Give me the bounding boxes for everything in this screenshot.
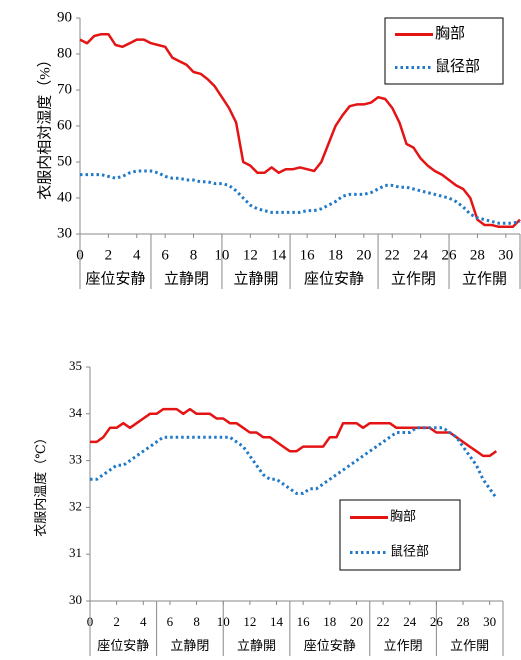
phase-label: 座位安静 <box>85 270 145 287</box>
x-tick-label: 24 <box>403 614 417 629</box>
series-line <box>90 407 498 458</box>
x-tick-label: 8 <box>193 614 200 629</box>
legend-label: 鼠径部 <box>390 543 429 558</box>
phase-label: 座位安静 <box>97 638 149 653</box>
x-tick-label: 8 <box>190 247 198 263</box>
x-tick-label: 28 <box>457 614 470 629</box>
y-tick-label: 30 <box>57 225 72 241</box>
phase-label: 座位安静 <box>304 638 356 653</box>
x-tick-label: 28 <box>470 247 485 263</box>
y-tick-label: 70 <box>57 81 72 97</box>
y-axis-label: 衣服内温度（℃） <box>33 431 48 537</box>
y-tick-label: 33 <box>69 452 82 467</box>
x-tick-label: 2 <box>105 247 113 263</box>
legend-label: 胸部 <box>435 25 465 42</box>
legend-label: 胸部 <box>390 508 416 523</box>
x-tick-label: 20 <box>350 614 363 629</box>
series-line <box>90 426 498 499</box>
x-tick-label: 14 <box>270 614 284 629</box>
y-tick-label: 32 <box>69 498 82 513</box>
legend-label: 鼠径部 <box>435 58 480 75</box>
x-tick-label: 20 <box>356 247 371 263</box>
x-tick-label: 12 <box>243 247 258 263</box>
phase-label: 立作閉 <box>384 638 423 653</box>
x-tick-label: 30 <box>498 247 513 263</box>
y-tick-label: 31 <box>69 545 82 560</box>
x-tick-label: 16 <box>297 614 311 629</box>
phase-label: 立作閉 <box>391 270 436 287</box>
x-tick-label: 12 <box>243 614 256 629</box>
x-tick-label: 18 <box>328 247 343 263</box>
y-tick-label: 40 <box>57 189 72 205</box>
y-tick-label: 60 <box>57 117 72 133</box>
y-tick-label: 90 <box>57 9 72 25</box>
phase-label: 座位安静 <box>304 270 364 287</box>
x-tick-label: 14 <box>271 247 287 263</box>
x-tick-label: 18 <box>323 614 336 629</box>
y-axis-label: 衣服内相対湿度（%） <box>36 52 53 200</box>
x-tick-label: 16 <box>300 247 316 263</box>
x-tick-label: 30 <box>483 614 496 629</box>
phase-label: 立作開 <box>450 638 489 653</box>
x-tick-label: 24 <box>413 247 429 263</box>
y-tick-label: 50 <box>57 153 72 169</box>
x-tick-label: 4 <box>140 614 147 629</box>
series-line <box>79 32 521 229</box>
x-tick-label: 6 <box>167 614 174 629</box>
phase-label: 立静閉 <box>164 270 209 287</box>
phase-label: 立静開 <box>237 638 276 653</box>
legend-box <box>339 499 461 571</box>
x-tick-label: 2 <box>113 614 120 629</box>
legend-box <box>384 17 504 85</box>
phase-label: 立静閉 <box>170 638 209 653</box>
y-tick-label: 34 <box>69 405 83 420</box>
x-tick-label: 22 <box>385 247 400 263</box>
y-tick-label: 35 <box>69 358 82 373</box>
y-tick-label: 80 <box>57 45 72 61</box>
y-tick-label: 30 <box>69 592 82 607</box>
x-tick-label: 22 <box>377 614 390 629</box>
x-tick-label: 4 <box>133 247 141 263</box>
series-line <box>80 169 521 225</box>
phase-label: 立作開 <box>462 270 507 287</box>
x-tick-label: 6 <box>161 247 169 263</box>
phase-label: 立静開 <box>233 270 278 287</box>
